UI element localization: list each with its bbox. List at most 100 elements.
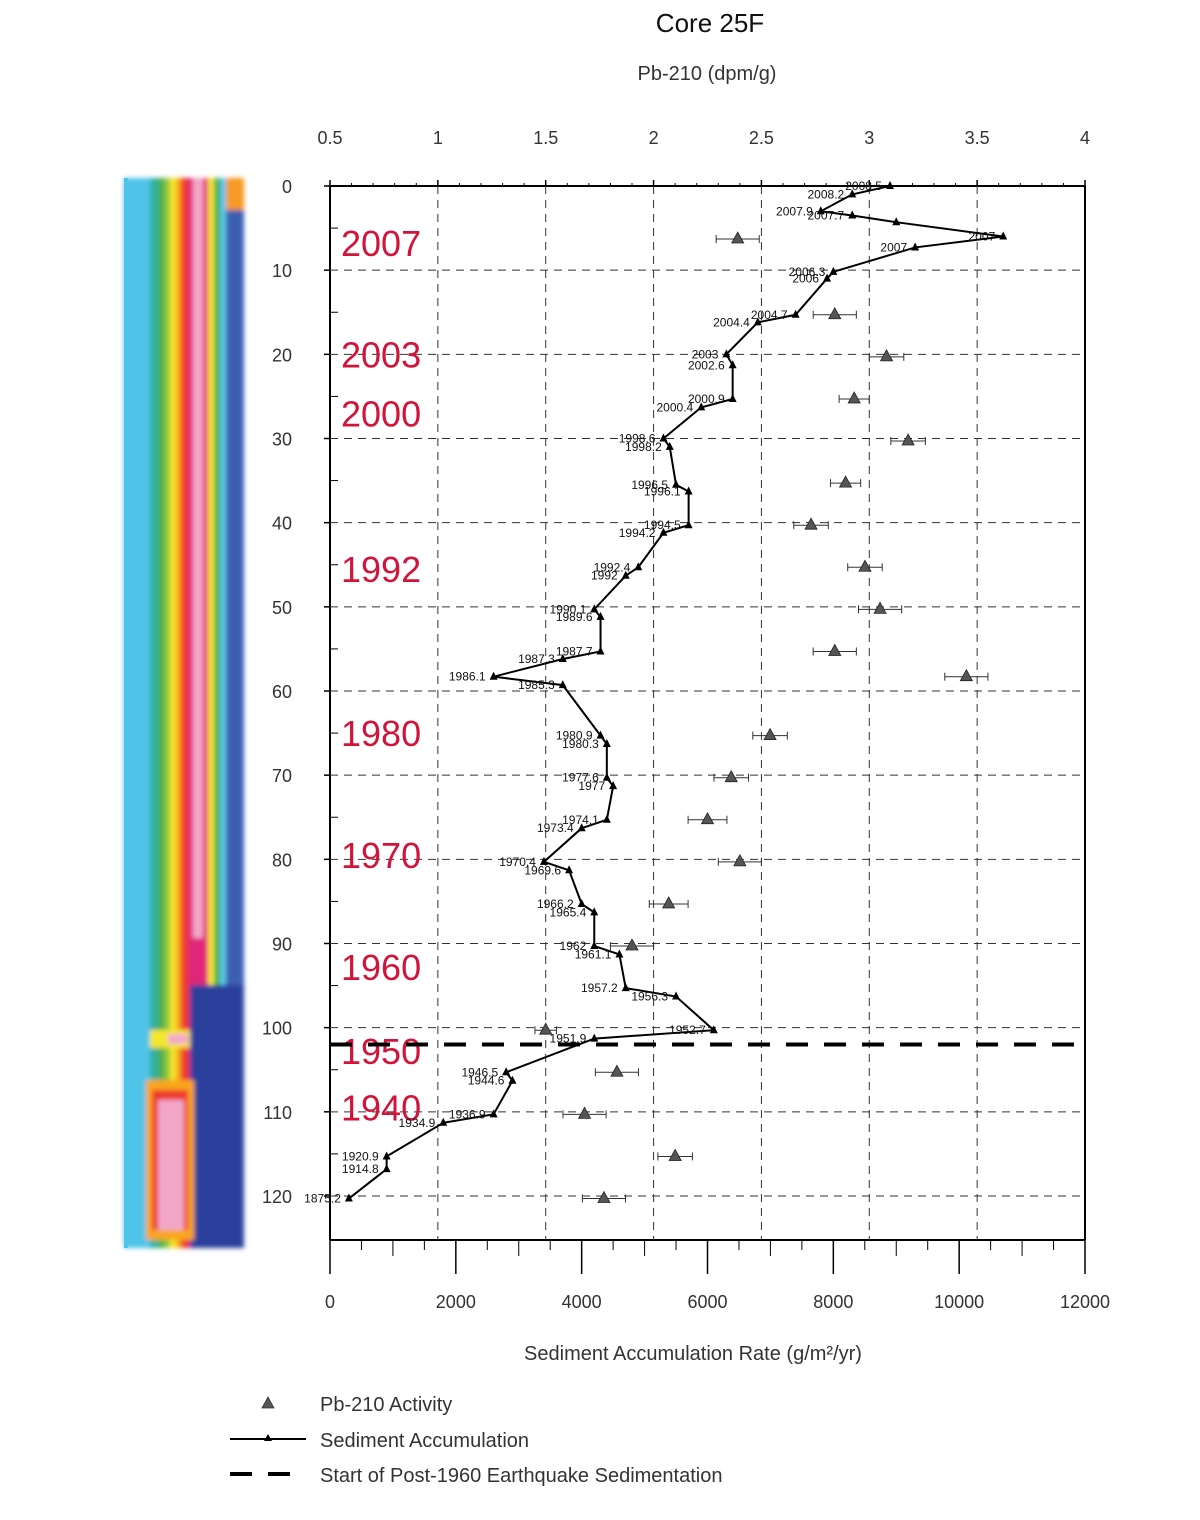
bottom-tick-label: 2000	[436, 1292, 476, 1312]
depth-tick-label: 10	[272, 261, 292, 281]
sediment-point-label: 1934.9	[399, 1116, 436, 1130]
sediment-point	[502, 1067, 511, 1076]
sediment-point	[829, 266, 838, 275]
depth-tick-label: 80	[272, 850, 292, 870]
sediment-point	[590, 1033, 599, 1042]
top-tick-label: 1.5	[533, 128, 558, 148]
sediment-line	[348, 185, 1004, 1200]
top-tick-label: 4	[1080, 128, 1090, 148]
sediment-point	[753, 317, 762, 326]
sediment-point	[615, 949, 624, 958]
sediment-point	[665, 441, 674, 450]
year-annotation: 1980	[341, 713, 421, 754]
year-annotations: 2007 2003 2000 1992 1980 1970 1960 1950 1940	[341, 223, 421, 1128]
year-annotation: 2007	[341, 223, 421, 264]
sediment-point	[911, 242, 920, 251]
sediment-point	[590, 941, 599, 950]
sediment-point	[558, 680, 567, 689]
top-tick-label: 3	[864, 128, 874, 148]
depth-tick-label: 50	[272, 598, 292, 618]
depth-tick-label: 100	[262, 1019, 292, 1039]
depth-tick-label: 30	[272, 430, 292, 450]
chart-title: Core 25F	[656, 8, 764, 38]
sediment-point-label: 1980.9	[556, 729, 593, 743]
year-annotation: 1940	[341, 1088, 421, 1129]
sediment-point	[816, 206, 825, 215]
sediment-point	[659, 527, 668, 536]
sediment-point	[602, 739, 611, 748]
legend: Pb-210 Activity Sediment Accumulation St…	[230, 1394, 722, 1487]
sediment-point-label: 2007.7	[808, 208, 845, 222]
bottom-axis-label: Sediment Accumulation Rate (g/m²/yr)	[524, 1343, 862, 1365]
pb210-point	[724, 769, 738, 783]
sediment-point-label: 2008.5	[845, 179, 882, 193]
pb210-point	[901, 433, 915, 446]
legend-label-pb210: Pb-210 Activity	[320, 1394, 452, 1416]
sediment-point	[590, 907, 599, 916]
bottom-tick-label: 12000	[1060, 1292, 1110, 1312]
sediment-point	[848, 189, 857, 198]
pb210-point	[828, 643, 842, 656]
depth-tick-label: 0	[282, 177, 292, 197]
sediment-point-label: 2007	[880, 240, 907, 254]
sediment-point	[728, 360, 737, 369]
pb210-point	[847, 391, 861, 404]
sediment-point-label: 1875.2	[304, 1192, 341, 1206]
sediment-point	[602, 814, 611, 823]
sediment-point	[539, 856, 548, 865]
sediment-point-label: 1996.1	[644, 485, 681, 499]
pb210-point	[700, 811, 715, 825]
sediment-point-label: 1936.9	[449, 1107, 486, 1121]
sediment-point	[892, 217, 901, 226]
pb210-point	[577, 1106, 592, 1119]
sediment-point-label: 1998.2	[625, 440, 662, 454]
pb210-point	[661, 896, 676, 909]
sediment-point	[558, 654, 567, 663]
sediment-point-label: 1962	[560, 939, 587, 953]
legend-item-pb210: Pb-210 Activity	[261, 1394, 452, 1416]
sediment-point-label: 2002.6	[688, 358, 725, 372]
sediment-point-label: 1992.4	[594, 560, 631, 574]
sediment-point	[999, 231, 1008, 240]
sediment-point-label: 1985.3	[518, 678, 555, 692]
sediment-point-label: 1987.7	[556, 644, 593, 658]
sediment-point	[508, 1075, 517, 1084]
depth-tick-label: 70	[272, 766, 292, 786]
sediment-point-label: 2003	[692, 347, 719, 361]
pb210-point	[879, 349, 894, 362]
sediment-point-label: 1980.3	[562, 737, 599, 751]
sediment-point-label: 1961.1	[575, 947, 612, 961]
sediment-point-label: 2000.9	[688, 392, 725, 406]
bottom-tick-label: 6000	[687, 1292, 727, 1312]
year-annotation: 2000	[341, 393, 421, 434]
sediment-point-label: 1973.4	[537, 821, 574, 835]
bottom-tick-label: 10000	[934, 1292, 984, 1312]
bottom-tick-label: 4000	[562, 1292, 602, 1312]
sediment-point-label: 1977.6	[562, 771, 599, 785]
sediment-point-label: 2007	[969, 230, 996, 244]
sediment-point	[722, 349, 731, 358]
pb210-point	[838, 475, 853, 488]
depth-axis-ticks: 0 10 20 30 40 50 60 70 80 90 100 110 120	[262, 177, 338, 1207]
pb210-point	[625, 938, 639, 951]
top-tick-label: 0.5	[317, 128, 342, 148]
pb210-point	[804, 517, 818, 530]
pb210-point	[828, 306, 842, 320]
year-annotation: 1970	[341, 835, 421, 876]
legend-label-reference: Start of Post-1960 Earthquake Sedimentat…	[320, 1465, 722, 1487]
sediment-point	[565, 865, 574, 874]
top-tick-label: 1	[433, 128, 443, 148]
pb210-point	[763, 727, 777, 741]
legend-label-sediment: Sediment Accumulation	[320, 1430, 529, 1452]
sediment-point-label: 2008.2	[808, 187, 845, 201]
sediment-point	[634, 562, 643, 571]
top-axis-label: Pb-210 (dpm/g)	[638, 63, 777, 85]
sediment-point	[848, 210, 857, 219]
sediment-point-label: 1966.2	[537, 897, 574, 911]
sediment-point-label: 1946.5	[461, 1065, 498, 1079]
sediment-point-label: 2004.7	[751, 308, 788, 322]
bottom-axis-ticks: 0 2000 4000 6000 8000 10000 12000	[325, 1240, 1110, 1312]
sediment-point	[885, 181, 894, 189]
pb210-point	[858, 559, 872, 572]
pb210-point	[597, 1190, 611, 1203]
